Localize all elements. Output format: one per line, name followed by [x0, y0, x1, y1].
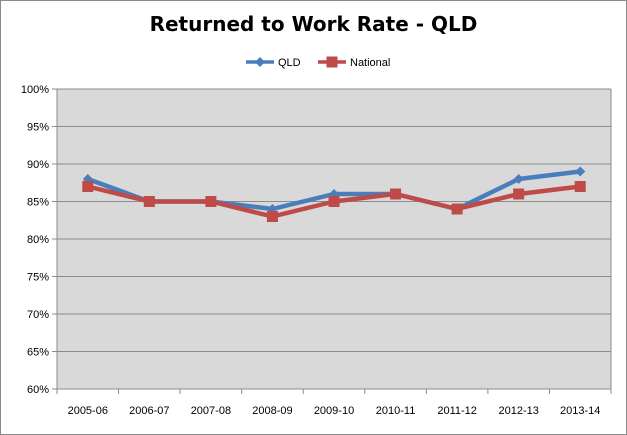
data-point-national [328, 196, 340, 207]
x-tick-label: 2010-11 [376, 405, 416, 417]
data-point-national [205, 196, 217, 207]
y-tick-label: 60% [27, 384, 49, 396]
data-point-qld [513, 174, 524, 184]
y-tick-label: 95% [27, 122, 49, 134]
y-tick-label: 65% [27, 347, 49, 359]
y-tick-label: 85% [27, 197, 49, 209]
y-tick-label: 70% [27, 309, 49, 321]
x-tick-label: 2013-14 [560, 405, 600, 417]
data-point-national [451, 203, 463, 215]
x-tick-label: 2012-13 [498, 405, 538, 417]
legend-item-qld: QLD [246, 57, 301, 69]
data-point-national [513, 188, 525, 200]
y-tick-label: 75% [27, 272, 49, 284]
series-group [82, 166, 586, 222]
legend-marker-national [326, 56, 338, 68]
legend: QLD National [246, 56, 390, 69]
data-point-national [143, 196, 155, 207]
legend-label: National [350, 57, 390, 69]
legend-label: QLD [278, 57, 301, 69]
series-national [82, 181, 586, 222]
x-tick-label: 2006-07 [129, 405, 169, 417]
x-tick-label: 2007-08 [191, 405, 231, 417]
x-tick-label: 2009-10 [314, 405, 354, 417]
data-point-national [390, 188, 402, 200]
data-point-national [82, 181, 94, 192]
y-tick-label: 100% [21, 84, 49, 96]
y-axis-ticks: 60% 65% 70% 75% 80% 85% 90% 95% 100% [21, 84, 57, 396]
y-tick-label: 80% [27, 234, 49, 246]
chart-title: Returned to Work Rate - QLD [149, 12, 478, 36]
legend-marker-qld [255, 57, 265, 67]
data-point-qld [575, 166, 586, 177]
y-tick-label: 90% [27, 159, 49, 171]
x-axis-ticks: 2005-06 2006-07 2007-08 2008-09 2009-10 2010-… [56, 389, 612, 417]
data-point-national [574, 181, 586, 192]
legend-item-national: National [318, 56, 390, 69]
x-tick-label: 2008-09 [252, 405, 292, 417]
x-tick-label: 2005-06 [68, 405, 108, 417]
data-point-national [266, 211, 278, 222]
x-tick-label: 2011-12 [437, 405, 477, 417]
